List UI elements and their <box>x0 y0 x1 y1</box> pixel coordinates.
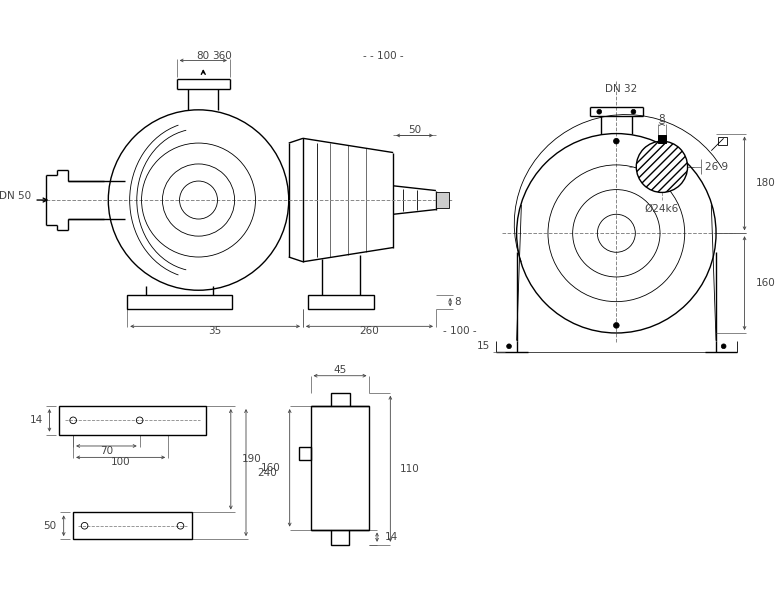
Bar <box>300 447 310 460</box>
Text: 8: 8 <box>454 297 461 307</box>
Text: - 100 -: - 100 - <box>443 326 476 336</box>
Text: 240: 240 <box>258 467 277 477</box>
Text: 260: 260 <box>359 326 380 336</box>
Text: 80: 80 <box>197 51 210 61</box>
Bar <box>308 295 374 309</box>
Circle shape <box>614 138 619 144</box>
Text: 100: 100 <box>110 457 131 467</box>
Circle shape <box>614 323 619 328</box>
Text: 8: 8 <box>659 114 665 124</box>
Text: - - 100 -: - - 100 - <box>363 51 404 61</box>
Circle shape <box>636 141 688 192</box>
Text: DN 32: DN 32 <box>605 84 637 94</box>
Text: 160: 160 <box>756 278 776 288</box>
Text: 70: 70 <box>100 445 113 455</box>
Bar <box>331 393 349 406</box>
Circle shape <box>721 344 726 349</box>
Text: 35: 35 <box>209 326 222 336</box>
Text: 50: 50 <box>43 521 56 531</box>
Bar <box>436 192 449 208</box>
Text: 50: 50 <box>408 124 421 135</box>
Text: DN 50: DN 50 <box>0 191 31 201</box>
Bar <box>73 513 192 539</box>
Text: 14: 14 <box>384 532 398 542</box>
Bar <box>59 406 206 435</box>
Text: 14: 14 <box>30 415 43 425</box>
Bar <box>128 295 232 309</box>
Text: 160: 160 <box>261 463 280 473</box>
Bar <box>310 406 370 530</box>
Circle shape <box>506 344 511 349</box>
Text: 110: 110 <box>400 464 419 474</box>
Text: Ø24k6: Ø24k6 <box>645 204 679 214</box>
Circle shape <box>597 109 601 114</box>
Bar <box>658 136 666 143</box>
Text: 26 9: 26 9 <box>705 162 727 172</box>
Text: 45: 45 <box>334 365 347 375</box>
Text: 360: 360 <box>212 51 232 61</box>
Text: 190: 190 <box>242 454 262 464</box>
Bar <box>331 530 349 545</box>
Text: 15: 15 <box>477 341 490 351</box>
Bar <box>718 137 727 145</box>
Text: 180: 180 <box>756 178 776 188</box>
Circle shape <box>631 109 636 114</box>
